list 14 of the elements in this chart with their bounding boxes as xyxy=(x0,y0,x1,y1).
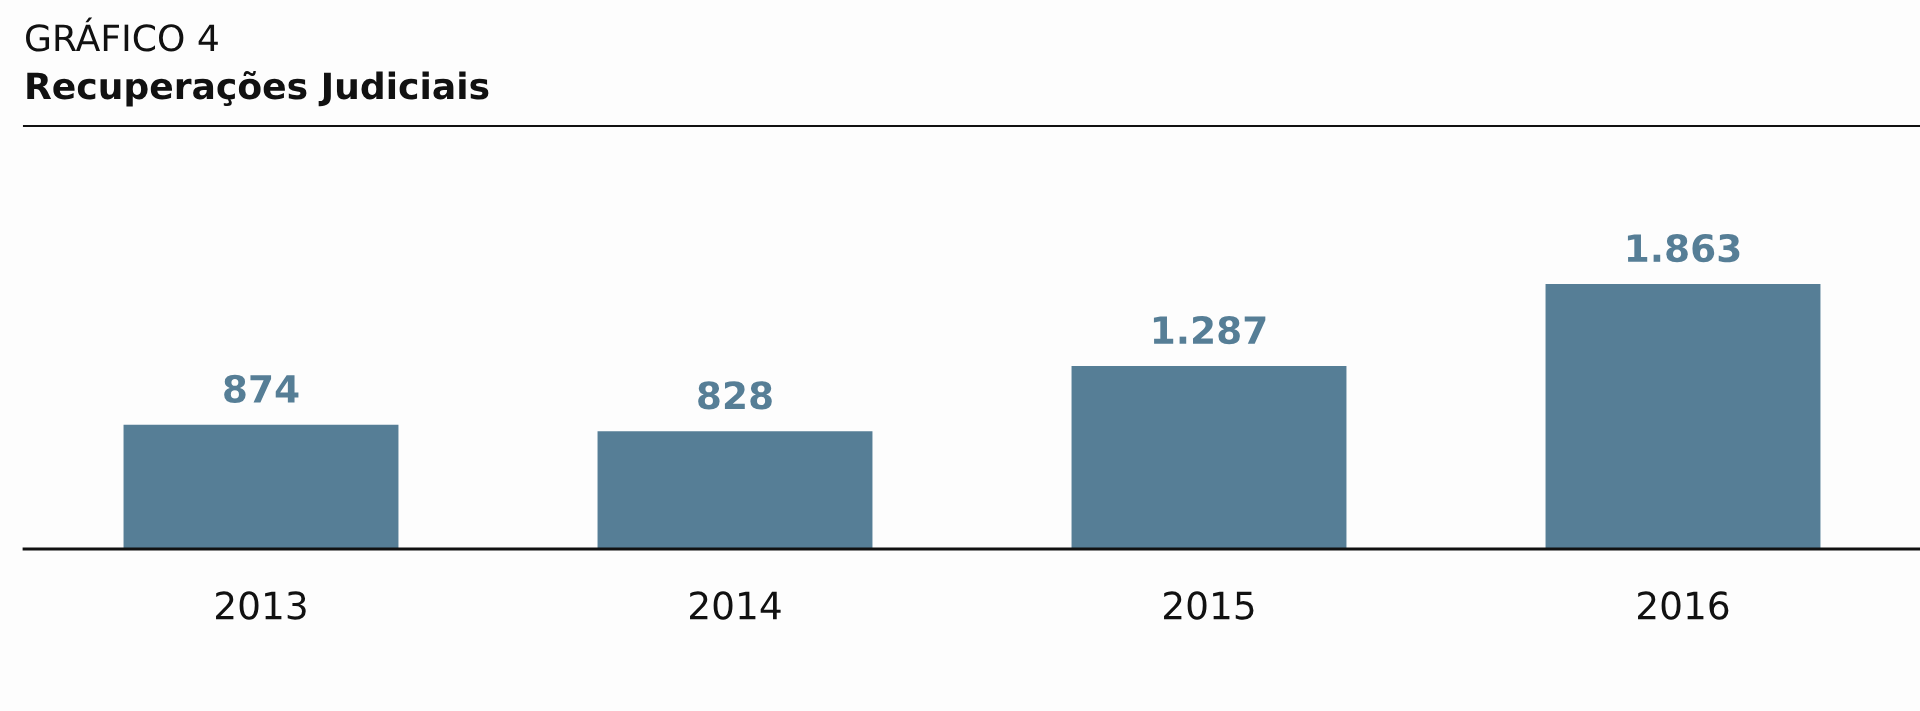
data-label: 874 xyxy=(224,374,299,403)
data-label: 828 xyxy=(698,381,772,410)
chart-subtitle: Recuperações Judiciais xyxy=(27,70,489,107)
bar xyxy=(597,431,873,549)
x-tick-label: 2013 xyxy=(216,591,306,620)
x-tick-label: 2014 xyxy=(690,591,781,620)
bar xyxy=(1545,284,1821,549)
data-label: 1.287 xyxy=(1153,315,1266,345)
bar xyxy=(123,424,399,549)
data-label: 1.863 xyxy=(1627,233,1740,263)
chart-title: GRÁFICO 4 xyxy=(26,17,218,52)
x-tick-label: 2016 xyxy=(1638,591,1729,620)
bar xyxy=(1071,365,1347,549)
x-tick-label: 2015 xyxy=(1164,591,1254,620)
